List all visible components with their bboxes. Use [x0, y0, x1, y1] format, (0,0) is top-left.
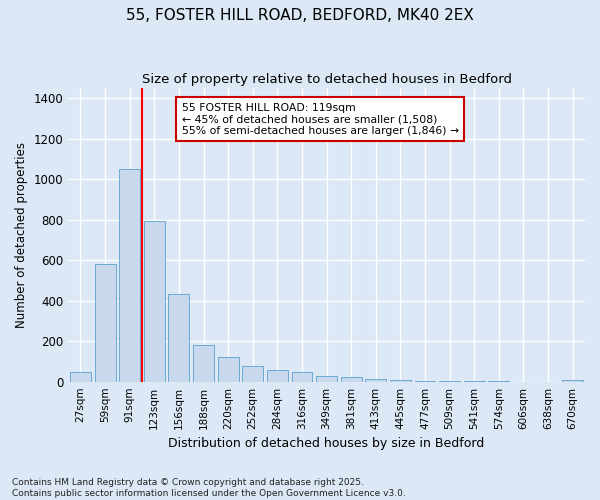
- Y-axis label: Number of detached properties: Number of detached properties: [15, 142, 28, 328]
- Bar: [365, 378, 386, 382]
- Bar: [193, 345, 214, 382]
- Title: Size of property relative to detached houses in Bedford: Size of property relative to detached ho…: [142, 72, 512, 86]
- Text: 55 FOSTER HILL ROAD: 119sqm
← 45% of detached houses are smaller (1,508)
55% of : 55 FOSTER HILL ROAD: 119sqm ← 45% of det…: [182, 102, 459, 136]
- Text: Contains HM Land Registry data © Crown copyright and database right 2025.
Contai: Contains HM Land Registry data © Crown c…: [12, 478, 406, 498]
- Text: 55, FOSTER HILL ROAD, BEDFORD, MK40 2EX: 55, FOSTER HILL ROAD, BEDFORD, MK40 2EX: [126, 8, 474, 22]
- X-axis label: Distribution of detached houses by size in Bedford: Distribution of detached houses by size …: [169, 437, 485, 450]
- Bar: [144, 220, 165, 382]
- Bar: [390, 380, 411, 382]
- Bar: [316, 376, 337, 382]
- Bar: [169, 294, 190, 382]
- Bar: [242, 366, 263, 382]
- Bar: [267, 370, 288, 382]
- Bar: [562, 380, 583, 382]
- Bar: [95, 264, 116, 382]
- Bar: [119, 169, 140, 382]
- Bar: [218, 358, 239, 382]
- Bar: [341, 377, 362, 382]
- Bar: [292, 372, 313, 382]
- Bar: [70, 372, 91, 382]
- Bar: [415, 380, 436, 382]
